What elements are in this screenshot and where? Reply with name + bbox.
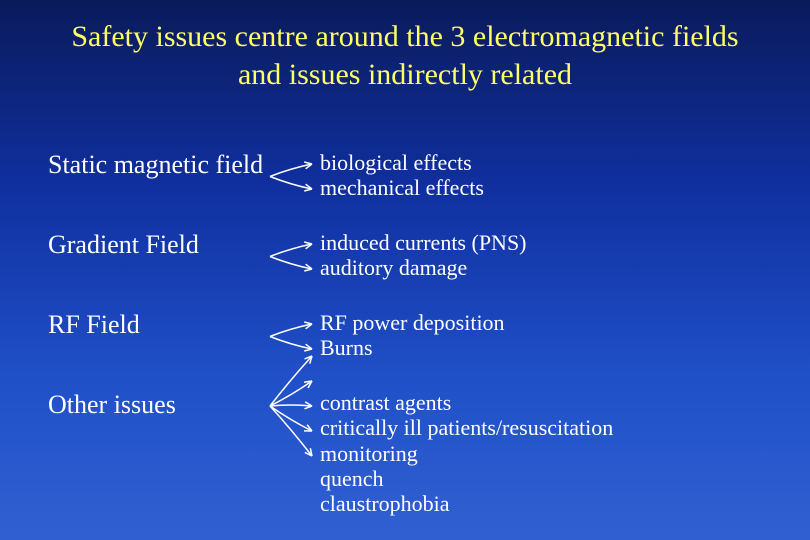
slide-title: Safety issues centre around the 3 electr… xyxy=(0,0,810,93)
row-label: Gradient Field xyxy=(48,230,199,260)
row-item: Burns xyxy=(320,335,505,360)
row-label: Other issues xyxy=(48,390,176,420)
row-item: contrast agents xyxy=(320,390,613,415)
row-items: induced currents (PNS)auditory damage xyxy=(320,230,527,281)
slide: Safety issues centre around the 3 electr… xyxy=(0,0,810,540)
row-label: RF Field xyxy=(48,310,140,340)
arrow-icon xyxy=(270,232,318,297)
title-line-1: Safety issues centre around the 3 electr… xyxy=(71,20,738,53)
row-items: contrast agentscritically ill patients/r… xyxy=(320,390,613,516)
row-item: induced currents (PNS) xyxy=(320,230,527,255)
arrow-icon xyxy=(270,152,318,217)
row-item: critically ill patients/resuscitation xyxy=(320,415,613,440)
row-item: claustrophobia xyxy=(320,491,613,516)
row-item: monitoring xyxy=(320,441,613,466)
row-label: Static magnetic field xyxy=(48,150,263,180)
row-item: mechanical effects xyxy=(320,175,484,200)
row-item: biological effects xyxy=(320,150,484,175)
row-item: auditory damage xyxy=(320,255,527,280)
row-item: RF power deposition xyxy=(320,310,505,335)
row-item: quench xyxy=(320,466,613,491)
title-line-2: and issues indirectly related xyxy=(238,58,572,91)
row-items: RF power depositionBurns xyxy=(320,310,505,361)
row-items: biological effectsmechanical effects xyxy=(320,150,484,201)
arrow-icon xyxy=(270,344,318,484)
